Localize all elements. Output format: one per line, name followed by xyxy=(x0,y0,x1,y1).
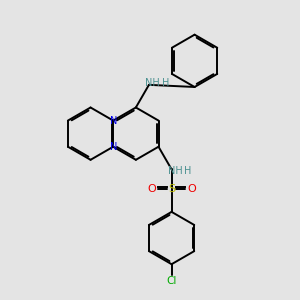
Text: O: O xyxy=(147,184,156,194)
Text: S: S xyxy=(168,184,175,194)
Text: H: H xyxy=(184,166,192,176)
Text: NH: NH xyxy=(145,78,160,88)
Text: N: N xyxy=(110,116,117,126)
Text: O: O xyxy=(187,184,196,194)
Text: H: H xyxy=(162,78,169,88)
Text: Cl: Cl xyxy=(167,276,177,286)
Text: N: N xyxy=(110,142,117,152)
Text: NH: NH xyxy=(168,166,182,176)
